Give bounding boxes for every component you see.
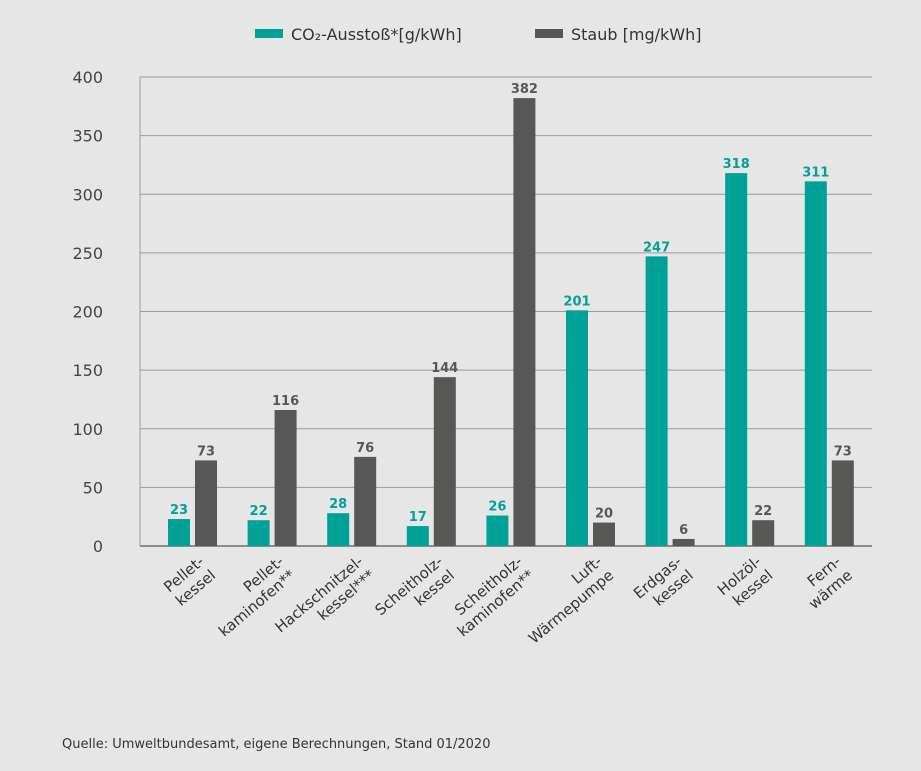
bar-co2 bbox=[566, 310, 588, 546]
bar-co2 bbox=[645, 256, 668, 546]
data-label: 22 bbox=[754, 504, 772, 519]
data-label: 23 bbox=[170, 503, 188, 518]
y-tick-label: 300 bbox=[72, 185, 103, 204]
bar-co2 bbox=[804, 181, 827, 547]
x-tick-label: Scheitholz-kessel bbox=[371, 552, 457, 619]
data-label: 76 bbox=[356, 441, 374, 456]
data-label: 20 bbox=[595, 507, 613, 522]
data-label: 22 bbox=[250, 504, 268, 519]
legend: CO₂-Ausstoß*[g/kWh] Staub [mg/kWh] bbox=[255, 25, 701, 44]
data-label: 318 bbox=[723, 157, 750, 172]
data-label: 73 bbox=[834, 444, 852, 459]
data-label: 201 bbox=[563, 294, 590, 309]
bar-staub bbox=[672, 538, 695, 546]
data-label: 311 bbox=[802, 165, 829, 180]
data-label: 17 bbox=[409, 510, 427, 525]
bar-staub bbox=[195, 460, 217, 546]
bar-staub bbox=[433, 377, 456, 546]
x-tick-label: Scheitholz-kaminofen** bbox=[451, 552, 538, 640]
data-label: 144 bbox=[431, 361, 458, 376]
legend-label-co2: CO₂-Ausstoß*[g/kWh] bbox=[291, 25, 462, 44]
data-label: 382 bbox=[511, 82, 538, 97]
bar-co2 bbox=[725, 173, 748, 546]
x-tick-label: Fern-wärme bbox=[804, 552, 856, 613]
x-tick-label: Pellet-kessel bbox=[160, 552, 219, 609]
y-tick-label: 200 bbox=[72, 303, 103, 322]
bar-co2 bbox=[327, 513, 350, 546]
bar-staub bbox=[274, 409, 297, 546]
bar-staub bbox=[831, 460, 854, 546]
y-tick-label: 250 bbox=[72, 244, 103, 263]
y-tick-label: 0 bbox=[93, 537, 103, 556]
data-label: 28 bbox=[329, 497, 347, 512]
bar-staub bbox=[513, 98, 536, 546]
y-tick-label: 100 bbox=[72, 420, 103, 439]
bar-staub bbox=[354, 456, 377, 546]
data-label: 73 bbox=[197, 444, 215, 459]
legend-label-staub: Staub [mg/kWh] bbox=[571, 25, 701, 44]
y-tick-label: 150 bbox=[72, 361, 103, 380]
y-tick-label: 400 bbox=[72, 68, 103, 87]
legend-swatch-staub bbox=[535, 29, 563, 38]
x-tick-label: Erdgas-kessel bbox=[630, 552, 697, 609]
bar-co2 bbox=[168, 519, 190, 546]
y-tick-label: 350 bbox=[72, 127, 103, 146]
data-label: 6 bbox=[679, 523, 688, 538]
bar-staub bbox=[593, 522, 615, 546]
legend-swatch-co2 bbox=[255, 29, 283, 38]
bar-co2 bbox=[486, 515, 509, 546]
data-label: 26 bbox=[488, 500, 506, 515]
bar-staub bbox=[752, 520, 775, 546]
y-tick-label: 50 bbox=[83, 478, 103, 497]
bar-co2 bbox=[247, 520, 270, 546]
source-note: Quelle: Umweltbundesamt, eigene Berechnu… bbox=[62, 737, 491, 752]
x-tick-label: Luft-Wärmepumpe bbox=[525, 552, 617, 647]
data-label: 116 bbox=[272, 394, 299, 409]
data-label: 247 bbox=[643, 240, 670, 255]
x-tick-label: Holzöl-kessel bbox=[714, 552, 776, 609]
bar-co2 bbox=[406, 526, 429, 546]
